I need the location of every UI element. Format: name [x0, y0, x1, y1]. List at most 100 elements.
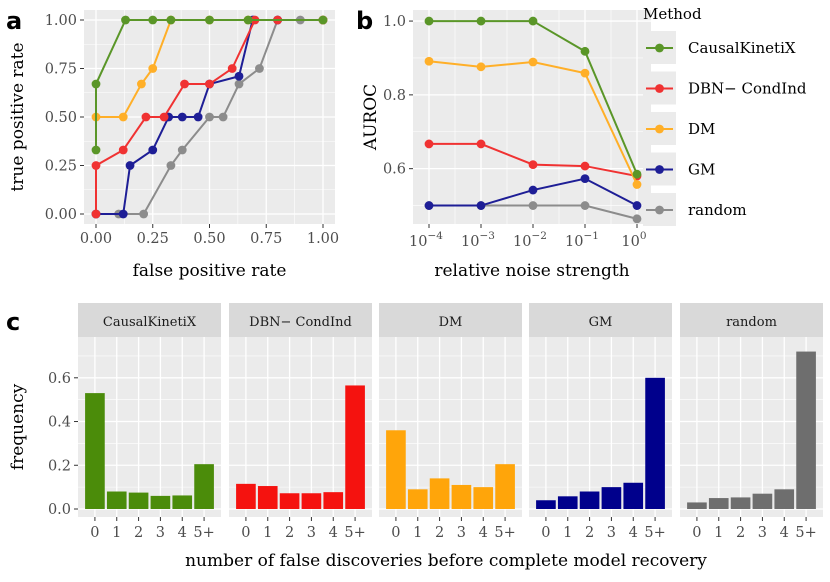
- x-tick-base: 10: [513, 234, 531, 250]
- x-tick-label: 1.00: [307, 231, 339, 247]
- bar-causalkinetix-1: [106, 491, 127, 509]
- auroc-point-gm: [476, 201, 486, 210]
- legend-label-gm: GM: [688, 161, 715, 179]
- x-tick-label: 1: [112, 525, 121, 541]
- facet-strip: [680, 303, 823, 337]
- roc-point-causalkinetix: [166, 15, 176, 25]
- panel-letter-b: b: [356, 7, 373, 35]
- bar-random-0: [687, 502, 707, 509]
- facet-strip: [78, 303, 221, 337]
- x-tick-label: 4: [329, 525, 338, 541]
- legend-title: Method: [643, 5, 702, 23]
- x-tick-label: 5+: [344, 525, 365, 541]
- facet-title: DBN− CondInd: [249, 315, 352, 330]
- auroc-point-random: [580, 201, 590, 210]
- bar-random-3: [752, 493, 773, 509]
- roc-point-gm: [118, 209, 128, 219]
- roc-point-causalkinetix: [205, 15, 214, 25]
- roc-point-random: [139, 209, 149, 219]
- y-tick-label: 0.75: [45, 62, 77, 78]
- x-tick-label: 0: [541, 525, 550, 541]
- panel-letter-a: a: [6, 7, 22, 35]
- legend-label-dbn-condind: DBN− CondInd: [688, 80, 807, 98]
- legend-key-point: [655, 205, 664, 215]
- roc-point-dm: [137, 79, 146, 89]
- x-tick-base: 10: [409, 234, 427, 250]
- roc-point-causalkinetix: [243, 15, 253, 25]
- roc-point-causalkinetix: [91, 145, 101, 155]
- roc-point-gm: [177, 112, 187, 122]
- auroc-point-dm: [528, 57, 538, 67]
- x-tick-label: 3: [457, 525, 466, 541]
- x-tick-label: 1: [714, 525, 723, 541]
- auroc-point-dbn-condind: [424, 139, 434, 149]
- x-tick-label: 0.50: [193, 231, 225, 247]
- x-tick-label: 4: [178, 525, 187, 541]
- x-axis-title: false positive rate: [133, 261, 287, 281]
- bar-random-4: [774, 489, 795, 509]
- x-tick-label: 2: [285, 525, 294, 541]
- legend: Method CausalKinetiX DBN− CondInd DM GM rando…: [643, 5, 807, 226]
- x-tick-label: 3: [607, 525, 616, 541]
- facet-title: GM: [589, 315, 613, 330]
- bar-random-5: [796, 351, 816, 509]
- x-tick-label: 4: [780, 525, 789, 541]
- bar-dbn-condind-5: [345, 385, 365, 509]
- facet-causalkinetix: CausalKinetiX 0 1 2 3 4 5+: [78, 303, 221, 541]
- x-tick-label: 2: [134, 525, 143, 541]
- panel-letter-c: c: [6, 308, 20, 336]
- bar-dm-5: [495, 464, 515, 509]
- x-tick-label: 100: [621, 230, 646, 250]
- bar-dbn-condind-3: [301, 493, 322, 509]
- x-tick-label: 0: [90, 525, 99, 541]
- auroc-point-gm: [424, 201, 434, 210]
- y-tick-label: 0.6: [383, 162, 406, 178]
- bar-gm-0: [536, 500, 556, 509]
- roc-point-causalkinetix: [91, 79, 101, 89]
- roc-point-dbn-condind: [91, 209, 101, 219]
- roc-point-gm: [125, 161, 135, 170]
- x-tick-base: 10: [621, 234, 639, 250]
- y-tick-label: 0.25: [45, 159, 77, 175]
- facet-strip: [379, 303, 522, 337]
- bar-dbn-condind-0: [236, 483, 256, 509]
- x-tick-exponent: −1: [583, 230, 598, 242]
- y-axis-title: true positive rate: [8, 42, 28, 191]
- roc-point-causalkinetix: [148, 15, 158, 25]
- x-tick-label: 2: [585, 525, 594, 541]
- roc-point-dbn-condind: [141, 112, 151, 122]
- x-tick-label: 3: [307, 525, 316, 541]
- roc-point-dm: [118, 112, 128, 122]
- roc-point-dbn-condind: [91, 161, 101, 170]
- x-tick-label: 0: [391, 525, 400, 541]
- roc-line-causalkinetix: [95, 19, 323, 150]
- bar-random-1: [708, 498, 729, 509]
- x-tick-base: 10: [565, 234, 583, 250]
- legend-label-dm: DM: [688, 120, 715, 138]
- auroc-point-causalkinetix: [632, 169, 642, 179]
- roc-point-gm: [148, 145, 158, 155]
- roc-point-random: [205, 112, 214, 122]
- x-tick-label: 4: [479, 525, 488, 541]
- auroc-point-dbn-condind: [580, 161, 590, 171]
- roc-point-gm: [234, 71, 244, 81]
- facet-random: random 0 1 2 3 4 5+: [680, 303, 823, 541]
- x-tick-label: 5+: [193, 525, 214, 541]
- y-tick-label: 0.00: [45, 207, 77, 223]
- x-tick-label: 3: [758, 525, 767, 541]
- bar-causalkinetix-2: [128, 492, 149, 509]
- x-axis-title: number of false discoveries before compl…: [185, 551, 707, 571]
- auroc-point-causalkinetix: [528, 16, 538, 26]
- bar-gm-1: [557, 496, 578, 509]
- roc-point-dm: [148, 64, 158, 73]
- auroc-point-dm: [580, 68, 590, 78]
- roc-panel: 0.00 0.25 0.50 0.75 1.00 0.00 0.25 0.50 0.75 1.00…: [8, 10, 339, 281]
- auroc-point-dm: [632, 180, 642, 189]
- auroc-point-causalkinetix: [424, 16, 434, 26]
- facet-gm: GM 0 1 2 3 4 5+: [529, 303, 672, 541]
- bar-gm-5: [645, 377, 665, 509]
- legend-label-causalkinetix: CausalKinetiX: [688, 39, 796, 57]
- y-tick-label: 0.6: [48, 371, 71, 387]
